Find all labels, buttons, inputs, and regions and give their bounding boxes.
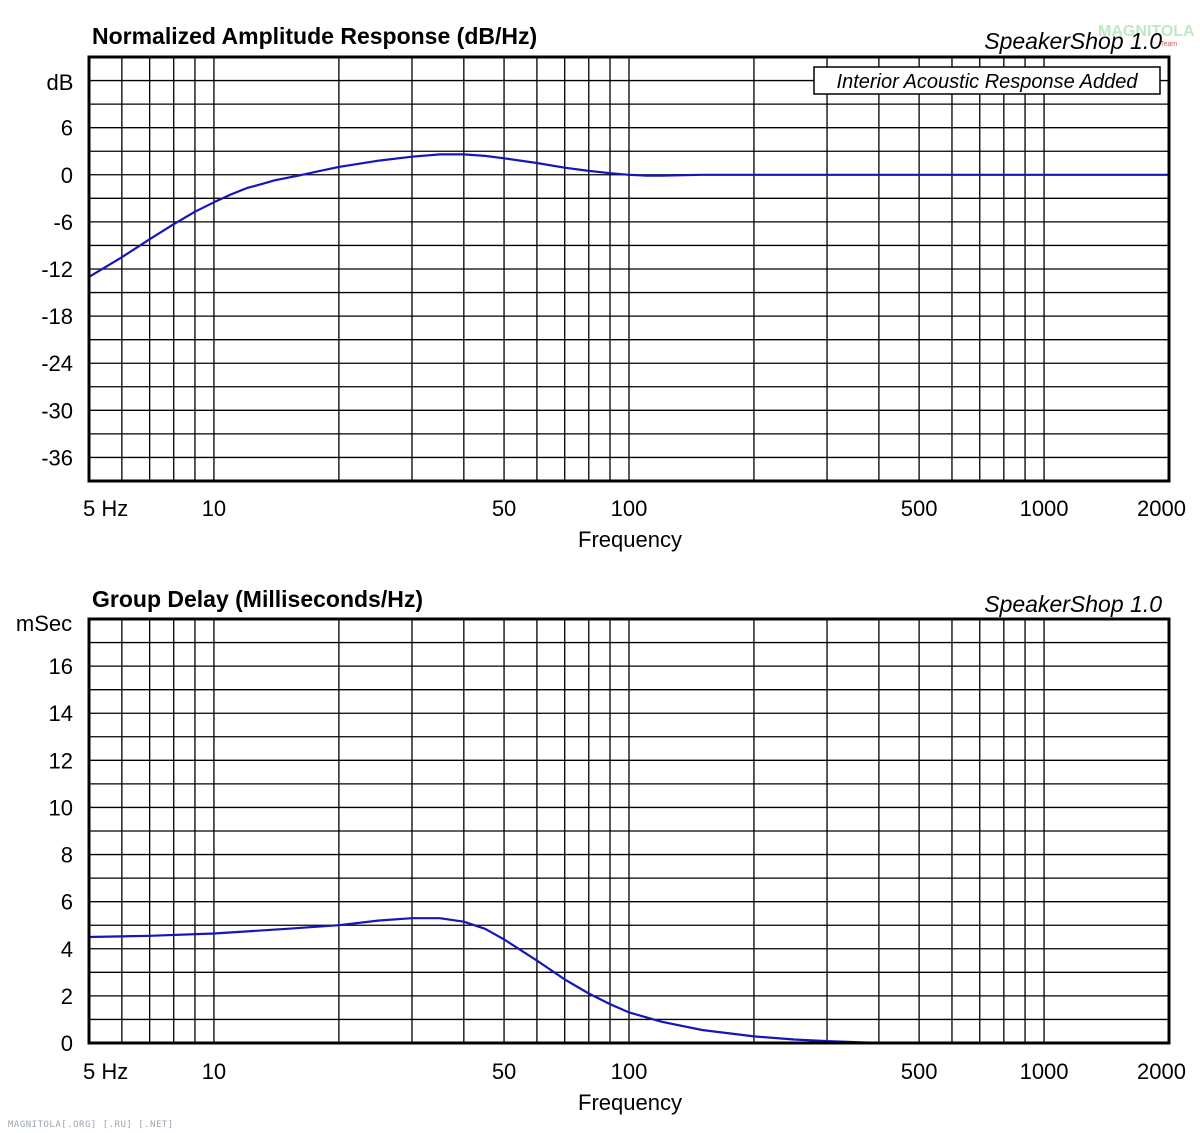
- grid: [89, 57, 1169, 481]
- x-tick-label: 50: [492, 1059, 516, 1084]
- y-tick-label: 4: [61, 937, 73, 962]
- x-axis-label: Frequency: [578, 527, 682, 552]
- y-tick-labels: 6 0 -6 -12 -18 -24 -30 -36: [41, 116, 73, 471]
- x-tick-label: 2000: [1137, 1059, 1186, 1084]
- y-axis-label: dB: [47, 70, 74, 95]
- x-axis-label: Frequency: [578, 1090, 682, 1115]
- group-delay-chart: Group Delay (Milliseconds/Hz) SpeakerSho…: [16, 586, 1186, 1115]
- plot-frame: [87, 617, 1171, 1045]
- x-tick-label: 1000: [1020, 496, 1069, 521]
- y-axis-label: mSec: [16, 611, 72, 636]
- x-tick-label: 100: [611, 1059, 648, 1084]
- x-tick-label: 5 Hz: [83, 1059, 128, 1084]
- y-tick-label: 12: [49, 748, 73, 773]
- y-tick-label: -36: [41, 445, 73, 470]
- annotation-box: Interior Acoustic Response Added: [813, 66, 1161, 95]
- amplitude-response-chart: Normalized Amplitude Response (dB/Hz) Sp…: [41, 23, 1186, 552]
- y-tick-label: -30: [41, 398, 73, 423]
- annotation-text: Interior Acoustic Response Added: [837, 71, 1139, 93]
- x-tick-label: 1000: [1020, 1059, 1069, 1084]
- x-tick-label: 5 Hz: [83, 496, 128, 521]
- chart-title: Group Delay (Milliseconds/Hz): [92, 586, 423, 612]
- y-tick-label: 8: [61, 843, 73, 868]
- y-tick-label: -24: [41, 351, 73, 376]
- brand-label: SpeakerShop 1.0: [984, 591, 1162, 617]
- chart-title: Normalized Amplitude Response (dB/Hz): [92, 23, 537, 49]
- series-group: [88, 917, 879, 1045]
- series-line: [88, 917, 879, 1045]
- x-tick-label: 2000: [1137, 496, 1186, 521]
- x-tick-label: 10: [202, 1059, 226, 1084]
- series-line: [88, 153, 1169, 278]
- x-tick-labels: 5 Hz 10 50 100 500 1000 2000: [83, 496, 1186, 521]
- y-tick-label: 14: [49, 701, 73, 726]
- footer-watermark: MAGNITOLA[.ORG] [.RU] [.NET]: [8, 1120, 174, 1130]
- x-tick-labels: 5 Hz 10 50 100 500 1000 2000: [83, 1059, 1186, 1084]
- y-tick-label: 16: [49, 654, 73, 679]
- y-tick-label: 6: [61, 116, 73, 141]
- y-tick-label: -18: [41, 304, 73, 329]
- x-tick-label: 10: [202, 496, 226, 521]
- series-group: [88, 153, 1169, 278]
- brand-label: SpeakerShop 1.0: [984, 28, 1162, 54]
- x-tick-label: 500: [901, 496, 938, 521]
- y-tick-label: -12: [41, 257, 73, 282]
- plot-frame: [87, 55, 1171, 483]
- y-tick-label: 10: [49, 795, 73, 820]
- y-tick-label: 0: [61, 163, 73, 188]
- x-tick-label: 500: [901, 1059, 938, 1084]
- x-tick-label: 50: [492, 496, 516, 521]
- y-tick-labels: 16 14 12 10 8 6 4 2 0: [49, 654, 73, 1056]
- y-tick-label: 6: [61, 890, 73, 915]
- y-tick-label: 0: [61, 1031, 73, 1056]
- y-tick-label: 2: [61, 984, 73, 1009]
- x-tick-label: 100: [611, 496, 648, 521]
- grid: [89, 619, 1169, 1043]
- watermark-logo: MAGNITOLA: [1098, 23, 1195, 40]
- watermark-sub: Team: [1160, 41, 1177, 48]
- annotation-frame: [813, 66, 1161, 95]
- y-tick-label: -6: [53, 210, 73, 235]
